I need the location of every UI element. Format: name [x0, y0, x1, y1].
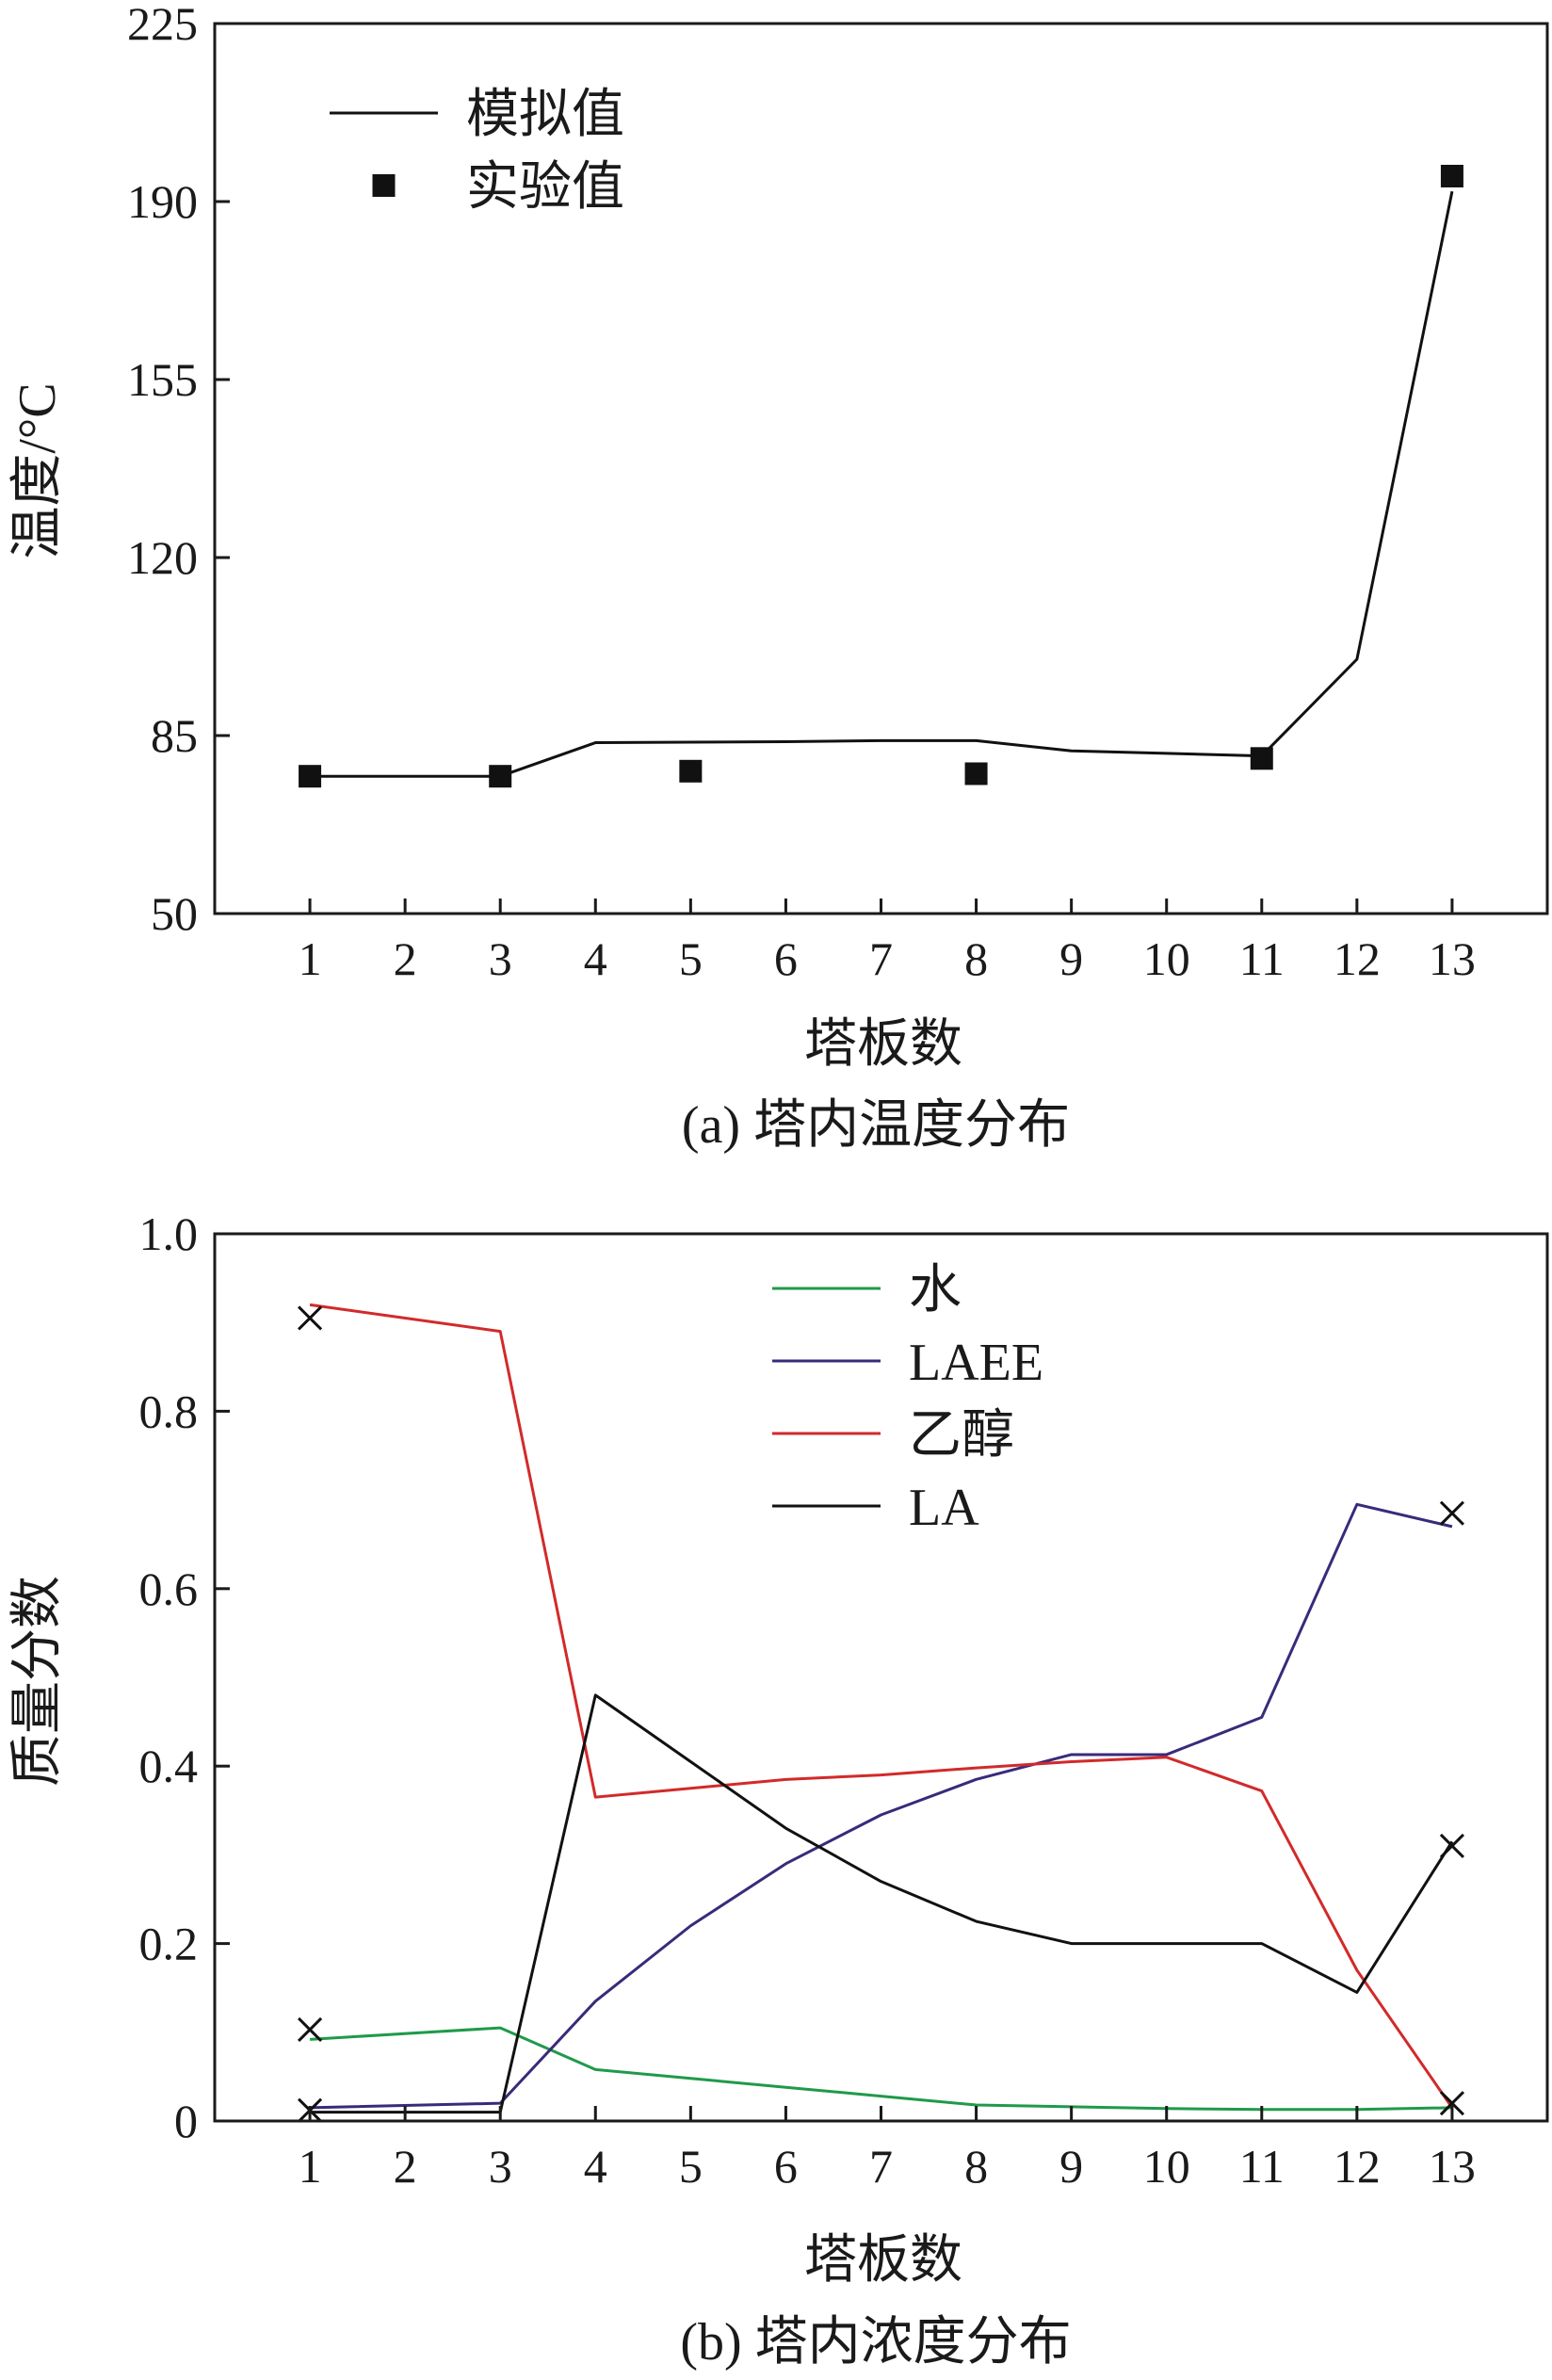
x-tick-label: 2	[394, 932, 417, 985]
y-tick-label: 190	[127, 175, 198, 228]
chart-a-xlabel: 塔板数	[804, 1015, 962, 1074]
legend-label: 模拟值	[466, 86, 624, 144]
legend-label: LA	[909, 1479, 979, 1537]
y-tick-label: 225	[127, 0, 198, 50]
x-tick-label: 3	[489, 2140, 512, 2193]
x-tick-label: 11	[1239, 2140, 1285, 2193]
x-tick-label: 9	[1059, 932, 1083, 985]
y-tick-label: 0.6	[139, 1562, 199, 1615]
x-tick-label: 2	[394, 2140, 417, 2193]
x-tick-label: 4	[584, 932, 607, 985]
legend-label: LAEE	[909, 1334, 1043, 1392]
chart-b-line-series-2	[310, 1502, 1453, 2110]
chart-a-point-series-2	[1440, 165, 1463, 187]
chart-b-xlabel: 塔板数	[804, 2231, 962, 2290]
x-tick-label: 11	[1239, 932, 1285, 985]
x-tick-label: 12	[1334, 932, 1381, 985]
chart-b-cross-marker	[1439, 1833, 1464, 1859]
x-tick-label: 10	[1143, 932, 1190, 985]
chart-a-point-series-2	[1250, 747, 1273, 770]
x-tick-label: 6	[774, 2140, 798, 2193]
y-tick-label: 155	[127, 353, 198, 406]
x-tick-label: 13	[1429, 2140, 1476, 2193]
x-tick-label: 8	[964, 932, 988, 985]
chart-b-ylabel: 质量分数	[8, 1576, 67, 1787]
legend-swatch	[372, 174, 396, 197]
chart-b-lines	[309, 1303, 1454, 2114]
legend-label: 实验值	[466, 158, 624, 217]
legend-label: 水	[909, 1261, 962, 1320]
y-tick-label: 120	[127, 531, 198, 584]
chart-a-point-series-2	[299, 765, 322, 788]
chart-a-line-series-1	[310, 190, 1454, 778]
chart-a-caption: (a) 塔内温度分布	[682, 1096, 1070, 1155]
chart-a-points	[299, 165, 1463, 788]
chart-b-points	[298, 1305, 1464, 2123]
y-tick-label: 0.4	[139, 1740, 199, 1792]
x-tick-label: 7	[869, 932, 893, 985]
y-tick-label: 0.8	[139, 1384, 199, 1437]
y-tick-label: 85	[151, 709, 198, 762]
chart-a-point-series-2	[964, 762, 988, 785]
x-tick-label: 4	[584, 2140, 607, 2193]
y-tick-label: 1.0	[139, 1207, 199, 1260]
x-tick-label: 1	[299, 932, 322, 985]
y-tick-label: 0.2	[139, 1918, 199, 1970]
x-tick-label: 13	[1429, 932, 1476, 985]
chart-b-line-series-3	[309, 1303, 1454, 2109]
chart-b-caption: (b) 塔内浓度分布	[680, 2313, 1071, 2372]
x-tick-label: 12	[1334, 2140, 1381, 2193]
chart-b-cross-marker	[1439, 2091, 1464, 2116]
x-tick-label: 7	[869, 2140, 893, 2193]
x-tick-label: 1	[299, 2140, 322, 2193]
chart-a-ylabel: 温度/°C	[8, 382, 67, 559]
x-tick-label: 6	[774, 932, 798, 985]
chart-b-cross-marker	[1439, 1500, 1464, 1526]
x-tick-label: 8	[964, 2140, 988, 2193]
chart-b-legend: 水 LAEE 乙醇 LA	[772, 1261, 1043, 1537]
chart-a-point-series-2	[489, 765, 512, 788]
chart-a-lines	[310, 190, 1454, 778]
chart-b-line-series-1	[309, 2026, 1452, 2112]
x-tick-label: 5	[679, 932, 703, 985]
chart-b-cross-marker	[298, 1305, 323, 1331]
y-tick-label: 0	[174, 2095, 198, 2147]
chart-a-plot-frame	[213, 22, 1549, 915]
y-tick-label: 50	[151, 887, 198, 940]
x-tick-label: 10	[1143, 2140, 1190, 2193]
chart-b-cross-marker	[298, 2016, 323, 2043]
chart-a-point-series-2	[679, 759, 703, 783]
x-tick-label: 5	[679, 2140, 703, 2193]
legend-label: 乙醇	[909, 1406, 1014, 1465]
chart-b-line-series-4	[310, 1693, 1454, 2114]
x-tick-label: 3	[489, 932, 512, 985]
x-tick-label: 9	[1059, 2140, 1083, 2193]
